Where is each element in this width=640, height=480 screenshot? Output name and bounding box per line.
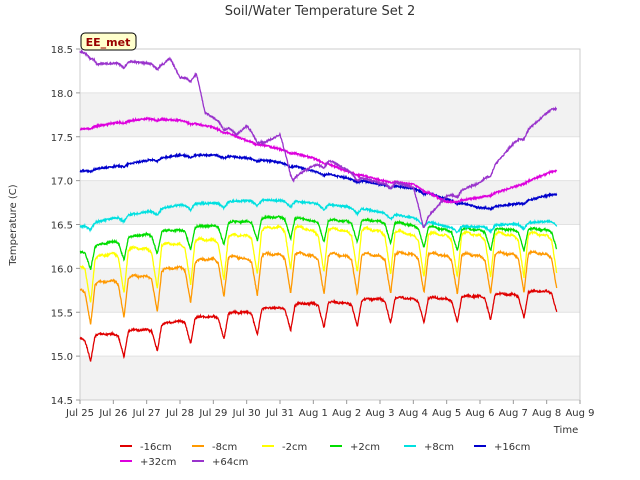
legend-label: +2cm bbox=[350, 442, 380, 453]
x-tick-label: Aug 3 bbox=[365, 408, 394, 419]
y-tick-label: 18.5 bbox=[51, 45, 73, 56]
legend: -16cm -8cm -2cm +2cm +8cm +16cm +32cm +64cm bbox=[120, 442, 530, 468]
y-tick-label: 15.5 bbox=[51, 308, 73, 319]
legend-item: -2cm bbox=[262, 442, 307, 453]
legend-label: +16cm bbox=[494, 442, 530, 453]
legend-item: -8cm bbox=[192, 442, 237, 453]
band bbox=[80, 92, 580, 137]
series-line--16cm bbox=[79, 288, 558, 362]
x-tick-label: Jul 26 bbox=[98, 408, 127, 419]
x-tick-label: Aug 1 bbox=[299, 408, 328, 419]
band bbox=[80, 356, 580, 400]
series-line-+32cm bbox=[79, 116, 558, 205]
x-tick-label: Aug 6 bbox=[465, 408, 494, 419]
x-tick-label: Jul 30 bbox=[232, 408, 261, 419]
legend-label: -16cm bbox=[140, 442, 172, 453]
legend-item: +2cm bbox=[330, 442, 380, 453]
legend-label: -2cm bbox=[282, 442, 307, 453]
legend-label: +8cm bbox=[424, 442, 454, 453]
series-line-+8cm bbox=[79, 197, 558, 235]
series-lines bbox=[79, 49, 558, 362]
y-tick-label: 15.0 bbox=[51, 352, 73, 363]
x-tick-label: Aug 4 bbox=[399, 408, 428, 419]
y-tick-label: 14.5 bbox=[51, 396, 73, 407]
station-badge-label: EE_met bbox=[86, 36, 131, 49]
y-axis-label: Temperature (C) bbox=[8, 184, 19, 266]
chart-title: Soil/Water Temperature Set 2 bbox=[225, 4, 416, 19]
background-bands bbox=[80, 92, 580, 400]
y-tick-label: 16.0 bbox=[51, 264, 73, 275]
x-tick-label: Jul 28 bbox=[165, 408, 194, 419]
x-tick-label: Aug 5 bbox=[432, 408, 461, 419]
legend-label: +32cm bbox=[140, 457, 176, 468]
legend-item: +32cm bbox=[120, 457, 176, 468]
series-line--2cm bbox=[79, 223, 558, 303]
y-tick-label: 17.5 bbox=[51, 133, 73, 144]
station-badge: EE_met bbox=[80, 32, 137, 51]
x-tick-label: Jul 25 bbox=[65, 408, 94, 419]
series-line--8cm bbox=[79, 249, 558, 325]
series-line-+16cm bbox=[79, 152, 558, 212]
x-tick-label: Aug 8 bbox=[532, 408, 561, 419]
x-axis-ticks: Jul 25 Jul 26 Jul 27 Jul 28 Jul 29 Jul 30 Jul … bbox=[65, 400, 595, 419]
series-line-+2cm bbox=[79, 214, 558, 270]
x-tick-label: Aug 2 bbox=[332, 408, 361, 419]
series-line-+64cm bbox=[79, 49, 558, 229]
legend-label: +64cm bbox=[212, 457, 248, 468]
x-tick-label: Jul 29 bbox=[198, 408, 227, 419]
legend-item: +16cm bbox=[474, 442, 530, 453]
legend-item: +64cm bbox=[192, 457, 248, 468]
x-tick-label: Aug 7 bbox=[499, 408, 528, 419]
legend-item: +8cm bbox=[404, 442, 454, 453]
y-axis-ticks: 14.5 15.0 15.5 16.0 16.5 17.0 17.5 18.0 18.5 bbox=[51, 45, 80, 407]
x-tick-label: Aug 9 bbox=[565, 408, 594, 419]
x-tick-label: Jul 27 bbox=[132, 408, 161, 419]
x-tick-label: Jul 31 bbox=[265, 408, 294, 419]
legend-item: -16cm bbox=[120, 442, 172, 453]
y-tick-label: 18.0 bbox=[51, 89, 73, 100]
x-axis-label: Time bbox=[553, 425, 578, 436]
y-tick-label: 16.5 bbox=[51, 221, 73, 232]
legend-label: -8cm bbox=[212, 442, 237, 453]
y-tick-label: 17.0 bbox=[51, 177, 73, 188]
band bbox=[80, 268, 580, 313]
